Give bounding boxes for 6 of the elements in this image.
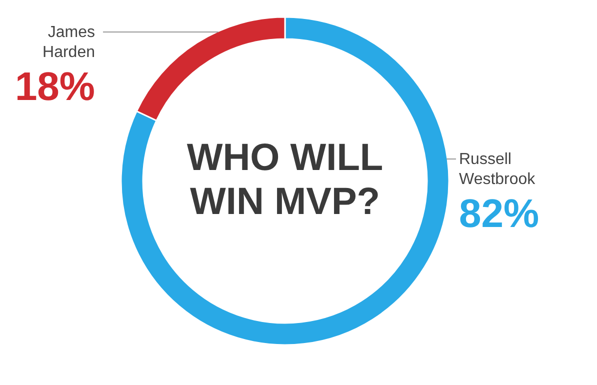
text: WHO WILL WIN MVP? <box>186 137 384 223</box>
slice-label: James Harden <box>42 24 95 61</box>
slice-label: Russell Westbrook <box>459 151 536 188</box>
data-label: 18% <box>14 65 95 109</box>
donut-slice <box>120 16 450 346</box>
data-label: 82% <box>459 192 540 236</box>
